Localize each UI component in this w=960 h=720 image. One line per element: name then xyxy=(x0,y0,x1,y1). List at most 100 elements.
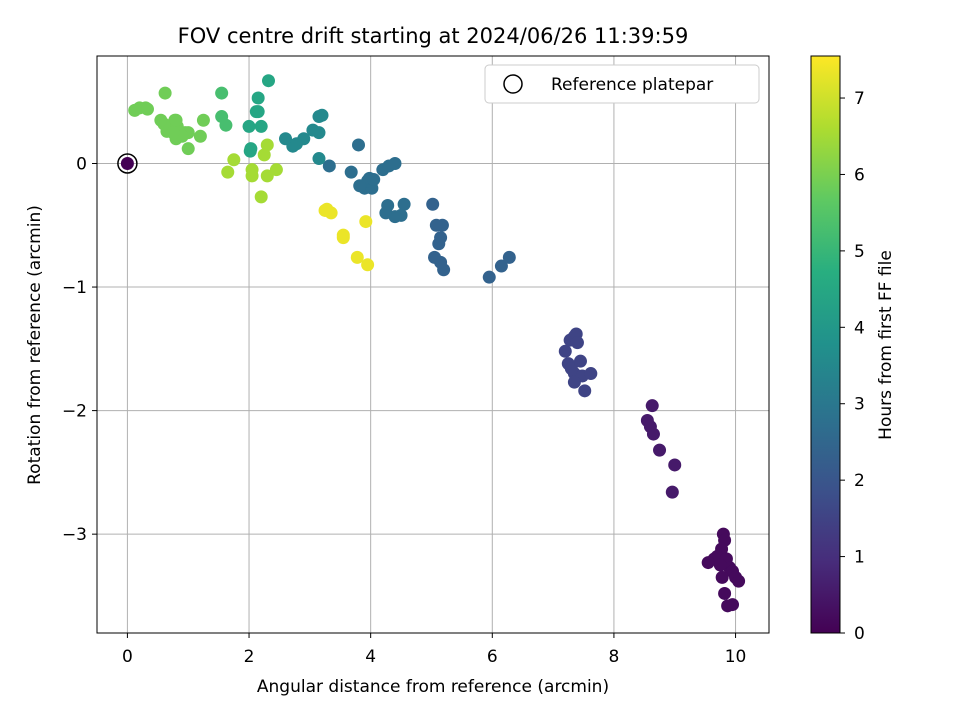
data-point xyxy=(482,270,496,284)
y-axis-label: Rotation from reference (arcmin) xyxy=(25,205,45,485)
colorbar-tick-label: 2 xyxy=(854,471,865,491)
data-point xyxy=(227,153,241,167)
data-point xyxy=(718,586,732,600)
colorbar-tick-label: 0 xyxy=(854,624,865,644)
data-point xyxy=(428,250,442,264)
data-point xyxy=(558,344,572,358)
data-point xyxy=(254,190,268,204)
data-point xyxy=(665,485,679,499)
data-point xyxy=(140,102,154,116)
data-point xyxy=(388,156,402,170)
data-point xyxy=(312,152,326,166)
colorbar-tick-label: 7 xyxy=(854,89,865,109)
x-tick-label: 0 xyxy=(122,647,133,667)
data-point xyxy=(242,119,256,133)
data-point xyxy=(158,86,172,100)
data-point xyxy=(573,354,587,368)
legend: Reference platepar xyxy=(484,64,760,104)
data-point xyxy=(353,179,367,193)
data-point xyxy=(379,206,393,220)
data-point xyxy=(715,570,729,584)
data-point xyxy=(279,132,293,146)
data-point xyxy=(320,202,334,216)
reference-point-marker xyxy=(117,153,138,174)
legend-box xyxy=(484,64,760,104)
y-axis-ticks: 0 −1 −2 −3 xyxy=(62,154,97,545)
data-point xyxy=(251,105,265,119)
data-point xyxy=(169,113,183,127)
data-point xyxy=(322,159,336,173)
data-point xyxy=(361,258,375,272)
y-tick-label: −1 xyxy=(62,278,87,298)
colorbar-tick-label: 5 xyxy=(854,242,865,262)
y-tick-label: −3 xyxy=(62,525,87,545)
colorbar: 0 1 2 3 4 5 6 7 Hours from first FF file xyxy=(810,55,896,644)
data-point xyxy=(367,173,381,187)
data-point xyxy=(269,163,283,177)
data-point xyxy=(713,558,727,572)
data-point xyxy=(219,118,233,132)
data-point xyxy=(336,231,350,245)
data-point xyxy=(221,165,235,179)
data-point xyxy=(260,138,274,152)
data-point xyxy=(350,250,364,264)
colorbar-tick-label: 6 xyxy=(854,165,865,185)
data-point xyxy=(193,129,207,143)
grid-lines xyxy=(97,56,769,633)
data-point xyxy=(128,103,142,117)
data-point xyxy=(260,169,274,183)
colorbar-tick-label: 1 xyxy=(854,548,865,568)
data-point xyxy=(584,367,598,381)
x-tick-label: 6 xyxy=(487,647,498,667)
x-tick-label: 10 xyxy=(725,647,747,667)
data-point xyxy=(359,215,373,229)
x-tick-label: 2 xyxy=(244,647,255,667)
colorbar-label: Hours from first FF file xyxy=(876,250,896,440)
data-point xyxy=(668,458,682,472)
legend-label: Reference platepar xyxy=(551,75,713,95)
data-points xyxy=(120,74,746,613)
colorbar-tick-label: 3 xyxy=(854,395,865,415)
data-point xyxy=(352,138,366,152)
reference-marker xyxy=(117,153,138,174)
x-tick-label: 8 xyxy=(609,647,620,667)
data-point xyxy=(120,156,134,170)
plot-area-border xyxy=(96,55,770,634)
y-tick-label: −2 xyxy=(62,402,87,422)
data-point xyxy=(254,119,268,133)
data-point xyxy=(154,113,168,127)
data-point xyxy=(397,197,411,211)
data-point xyxy=(196,113,210,127)
data-point xyxy=(653,443,667,457)
data-point xyxy=(306,123,320,137)
colorbar-ticks: 0 1 2 3 4 5 6 7 xyxy=(840,89,865,644)
data-point xyxy=(570,336,584,350)
data-point xyxy=(434,231,448,245)
data-point xyxy=(567,375,581,389)
data-point xyxy=(429,218,443,232)
colorbar-gradient xyxy=(810,55,841,634)
data-point xyxy=(251,91,265,105)
data-point xyxy=(261,74,275,88)
y-tick-label: 0 xyxy=(76,154,87,174)
data-point xyxy=(502,250,516,264)
data-point xyxy=(732,574,746,588)
x-tick-label: 4 xyxy=(365,647,376,667)
data-point xyxy=(315,108,329,122)
data-point xyxy=(257,148,271,162)
data-point xyxy=(494,259,508,273)
data-point xyxy=(244,142,258,156)
colorbar-tick-label: 4 xyxy=(854,318,865,338)
x-axis-label: Angular distance from reference (arcmin) xyxy=(257,677,609,697)
data-point xyxy=(215,86,229,100)
x-axis-ticks: 0 2 4 6 8 10 xyxy=(122,633,746,667)
data-point xyxy=(426,197,440,211)
data-point xyxy=(181,142,195,156)
data-point xyxy=(245,163,259,177)
chart-title: FOV centre drift starting at 2024/06/26 … xyxy=(178,24,689,48)
data-point xyxy=(344,165,358,179)
data-point xyxy=(645,399,659,413)
data-point xyxy=(701,556,715,570)
axes-frame xyxy=(96,55,770,634)
